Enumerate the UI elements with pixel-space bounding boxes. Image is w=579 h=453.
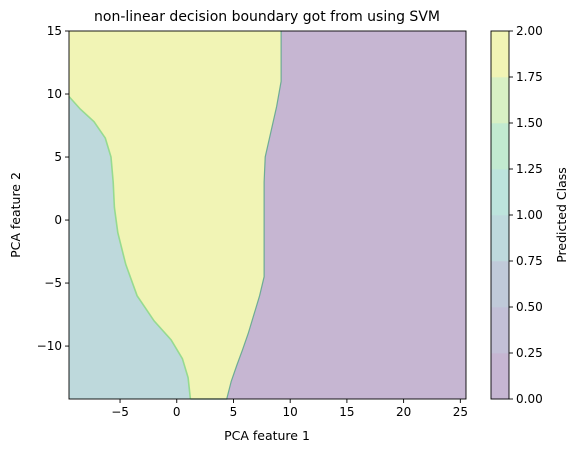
colorbar-tick-label: 0.00 <box>516 392 543 406</box>
boundary-class-2-vs-0 <box>190 31 282 400</box>
colorbar-tick-label: 1.00 <box>516 208 543 222</box>
colorbar-tick-label: 0.50 <box>516 300 543 314</box>
x-tick-label: −5 <box>111 405 129 419</box>
plot-frame <box>68 30 467 400</box>
colorbar-band <box>491 307 509 354</box>
colorbar: 0.00 0.25 0.50 0.75 1.00 1.25 1.50 1.75 2.00 <box>490 24 543 406</box>
y-tick-label: −5 <box>44 276 62 290</box>
colorbar-tick-label: 2.00 <box>516 24 543 38</box>
colorbar-tick-label: 0.75 <box>516 254 543 268</box>
colorbar-band <box>491 169 509 216</box>
colorbar-tick-label: 0.25 <box>516 346 543 360</box>
boundary-class-2-vs-1 <box>68 95 192 400</box>
colorbar-tick-label: 1.50 <box>516 116 543 130</box>
region-class-1 <box>69 96 191 399</box>
colorbar-band <box>491 123 509 170</box>
x-tick-label: 5 <box>230 405 238 419</box>
colorbar-tick-label: 1.75 <box>516 70 543 84</box>
x-tick-label: 10 <box>283 405 298 419</box>
plot-area: −5 0 5 10 15 20 25 −10 −5 0 5 10 15 <box>37 24 468 419</box>
region-class-2 <box>69 31 282 399</box>
colorbar-band <box>491 353 509 400</box>
colorbar-band <box>491 31 509 78</box>
colorbar-tick-label: 1.25 <box>516 162 543 176</box>
x-tick-label: 15 <box>339 405 354 419</box>
y-tick-label: 10 <box>47 87 62 101</box>
y-tick-label: 5 <box>54 150 62 164</box>
x-tick-label: 25 <box>453 405 468 419</box>
colorbar-band <box>491 261 509 308</box>
colorbar-label: Predicted Class <box>554 167 569 263</box>
x-axis-label: PCA feature 1 <box>224 428 310 443</box>
chart-title: non-linear decision boundary got from us… <box>94 9 440 25</box>
colorbar-band <box>491 215 509 262</box>
y-tick-label: −10 <box>37 339 62 353</box>
x-tick-label: 0 <box>173 405 181 419</box>
colorbar-band <box>491 77 509 124</box>
y-tick-label: 0 <box>54 213 62 227</box>
y-axis-label: PCA feature 2 <box>8 172 23 258</box>
x-tick-label: 20 <box>396 405 411 419</box>
y-tick-label: 15 <box>47 24 62 38</box>
